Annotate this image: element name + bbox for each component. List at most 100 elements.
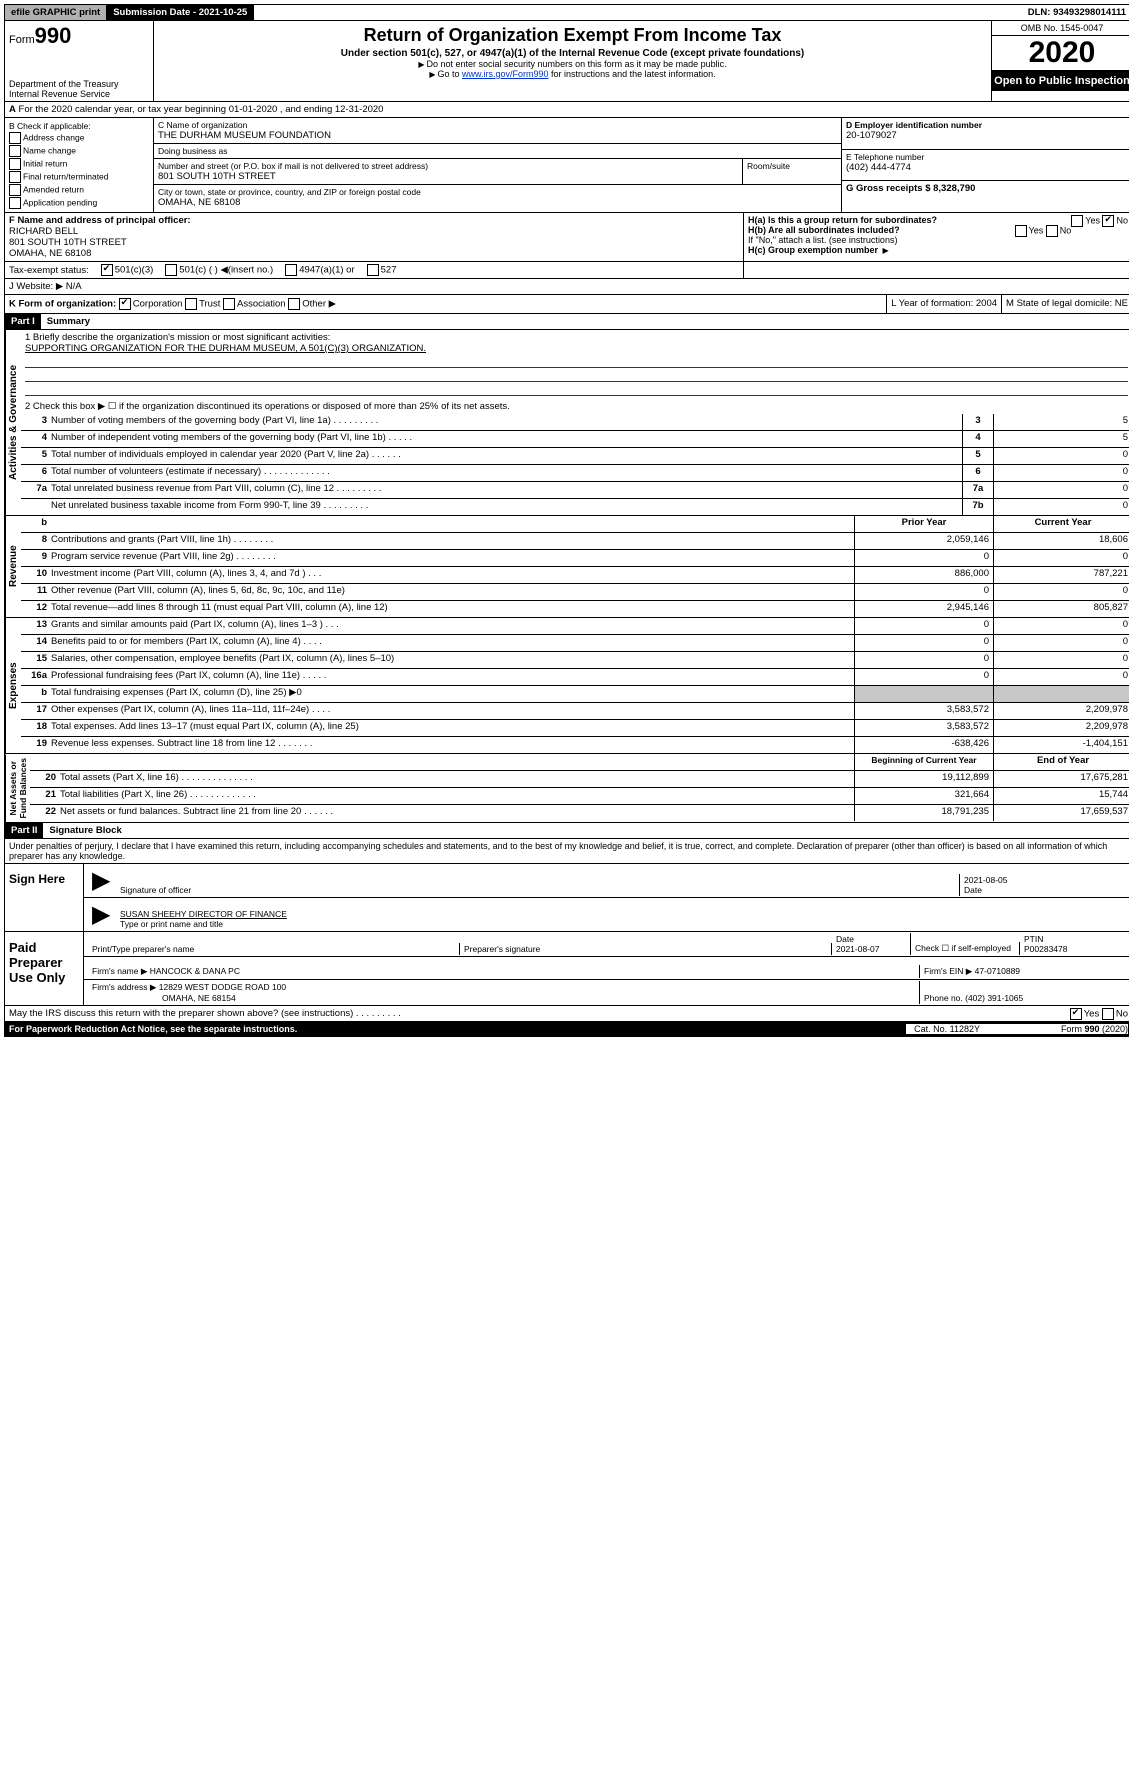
footer-row: For Paperwork Reduction Act Notice, see … <box>4 1022 1129 1037</box>
footer-mid: Cat. No. 11282Y <box>906 1024 988 1034</box>
vert-expenses: Expenses <box>5 618 21 753</box>
table-row: 15Salaries, other compensation, employee… <box>21 652 1129 669</box>
footer-right: Form 990 (2020) <box>988 1024 1128 1034</box>
table-row: 16aProfessional fundraising fees (Part I… <box>21 669 1129 686</box>
form-header: Form990 Department of the Treasury Inter… <box>4 21 1129 102</box>
sig-date-label: Date <box>964 885 1124 895</box>
table-row: 6Total number of volunteers (estimate if… <box>21 465 1129 482</box>
website-row: J Website: ▶ N/A <box>4 279 1129 295</box>
cb-name[interactable]: Name change <box>9 145 149 157</box>
table-row: 17Other expenses (Part IX, column (A), l… <box>21 703 1129 720</box>
cb-501c[interactable]: 501(c) ( ) ◀(insert no.) <box>165 264 273 276</box>
top-bar: efile GRAPHIC print Submission Date - 20… <box>4 4 1129 21</box>
ssn-note: Do not enter social security numbers on … <box>158 59 987 69</box>
b-label: b <box>21 516 49 532</box>
table-row: 12Total revenue—add lines 8 through 11 (… <box>21 601 1129 617</box>
phone-value: (402) 444-4774 <box>846 162 1128 173</box>
table-row: 19Revenue less expenses. Subtract line 1… <box>21 737 1129 753</box>
k-form-org: K Form of organization: Corporation Trus… <box>5 295 887 313</box>
cb-527[interactable]: 527 <box>367 264 397 276</box>
form-number: Form990 <box>9 23 149 49</box>
paid-preparer-block: Paid Preparer Use Only Print/Type prepar… <box>4 932 1129 1006</box>
table-row: 11Other revenue (Part VIII, column (A), … <box>21 584 1129 601</box>
cb-501c3[interactable]: 501(c)(3) <box>101 264 154 276</box>
klm-row: K Form of organization: Corporation Trus… <box>4 295 1129 314</box>
firm-name-row: Firm's name ▶ HANCOCK & DANA PC <box>88 965 920 978</box>
line1-label: 1 Briefly describe the organization's mi… <box>25 332 1128 343</box>
cb-4947[interactable]: 4947(a)(1) or <box>285 264 354 276</box>
vert-revenue: Revenue <box>5 516 21 617</box>
sign-arrow-icon-2: ▶ <box>88 899 116 930</box>
cb-amended[interactable]: Amended return <box>9 184 149 196</box>
ein-label: D Employer identification number <box>846 120 1128 130</box>
tax-status-label: Tax-exempt status: <box>9 265 89 276</box>
cb-final[interactable]: Final return/terminated <box>9 171 149 183</box>
fh-row: F Name and address of principal officer:… <box>4 213 1129 262</box>
table-row: 13Grants and similar amounts paid (Part … <box>21 618 1129 635</box>
tax-year: 2020 <box>992 36 1129 71</box>
paid-label: Paid Preparer Use Only <box>5 932 84 1005</box>
col-end: End of Year <box>993 754 1129 770</box>
form-subtitle: Under section 501(c), 527, or 4947(a)(1)… <box>158 48 987 59</box>
sig-officer-label: Signature of officer <box>120 885 955 895</box>
dept-treasury: Department of the Treasury Internal Reve… <box>9 79 149 99</box>
col-current: Current Year <box>993 516 1129 532</box>
prep-date-label: Date <box>836 934 906 944</box>
part2-header: Part IISignature Block <box>4 823 1129 839</box>
col-prior: Prior Year <box>854 516 993 532</box>
part1-header: Part ISummary <box>4 314 1129 330</box>
net-assets-section: Net Assets orFund Balances Beginning of … <box>4 754 1129 823</box>
table-row: 21Total liabilities (Part X, line 26) . … <box>30 788 1129 805</box>
table-row: 14Benefits paid to or for members (Part … <box>21 635 1129 652</box>
typed-label: Type or print name and title <box>120 919 1124 929</box>
cb-pending[interactable]: Application pending <box>9 197 149 209</box>
col-de: D Employer identification number 20-1079… <box>841 118 1129 212</box>
row-a-taxyear: A For the 2020 calendar year, or tax yea… <box>4 102 1129 118</box>
col-begin: Beginning of Current Year <box>854 754 993 770</box>
ptin-value: P00283478 <box>1024 944 1124 954</box>
prep-date: 2021-08-07 <box>836 944 906 954</box>
rev-header-row: b Prior Year Current Year <box>21 516 1129 533</box>
org-name: THE DURHAM MUSEUM FOUNDATION <box>158 130 837 141</box>
table-row: 3Number of voting members of the governi… <box>21 414 1129 431</box>
form-title: Return of Organization Exempt From Incom… <box>158 25 987 46</box>
table-row: 8Contributions and grants (Part VIII, li… <box>21 533 1129 550</box>
ha-row: H(a) Is this a group return for subordin… <box>748 215 1128 225</box>
revenue-section: Revenue b Prior Year Current Year 8Contr… <box>4 516 1129 618</box>
table-row: 7aTotal unrelated business revenue from … <box>21 482 1129 499</box>
discuss-row: May the IRS discuss this return with the… <box>4 1006 1129 1022</box>
cb-address[interactable]: Address change <box>9 132 149 144</box>
address-block: B Check if applicable: Address change Na… <box>4 118 1129 213</box>
l-year: L Year of formation: 2004 <box>887 295 1002 313</box>
ptin-label: PTIN <box>1024 934 1124 944</box>
officer-name: RICHARD BELL <box>9 226 739 237</box>
efile-print-button[interactable]: efile GRAPHIC print <box>5 5 107 20</box>
phone-label: E Telephone number <box>846 152 1128 162</box>
prep-sig-col: Preparer's signature <box>460 943 832 955</box>
f-label: F Name and address of principal officer: <box>9 215 739 226</box>
vert-netassets: Net Assets orFund Balances <box>5 754 30 822</box>
table-row: 5Total number of individuals employed in… <box>21 448 1129 465</box>
irs-link[interactable]: www.irs.gov/Form990 <box>462 69 549 79</box>
open-inspection: Open to Public Inspection <box>992 71 1129 91</box>
col-b-checkboxes: B Check if applicable: Address change Na… <box>5 118 154 212</box>
firm-phone: Phone no. (402) 391-1065 <box>920 992 1128 1004</box>
table-row: 10Investment income (Part VIII, column (… <box>21 567 1129 584</box>
check-label: B Check if applicable: <box>9 121 149 131</box>
discuss-no[interactable] <box>1102 1008 1114 1020</box>
c-name-label: C Name of organization <box>158 120 837 130</box>
city-label: City or town, state or province, country… <box>158 187 837 197</box>
discuss-yes[interactable] <box>1070 1008 1082 1020</box>
footer-left: For Paperwork Reduction Act Notice, see … <box>9 1024 906 1034</box>
room-label: Room/suite <box>743 159 841 184</box>
cb-initial[interactable]: Initial return <box>9 158 149 170</box>
dln-number: DLN: 93493298014111 <box>1022 5 1129 20</box>
prep-check[interactable]: Check ☐ if self-employed <box>911 942 1020 955</box>
tax-status-row: Tax-exempt status: 501(c)(3) 501(c) ( ) … <box>4 262 1129 279</box>
sign-arrow-icon: ▶ <box>88 865 116 896</box>
table-row: 4Number of independent voting members of… <box>21 431 1129 448</box>
dba-label: Doing business as <box>154 144 841 159</box>
table-row: 20Total assets (Part X, line 16) . . . .… <box>30 771 1129 788</box>
typed-name: SUSAN SHEEHY DIRECTOR OF FINANCE <box>120 909 1124 919</box>
hb-row: H(b) Are all subordinates included? Yes … <box>748 225 1128 235</box>
